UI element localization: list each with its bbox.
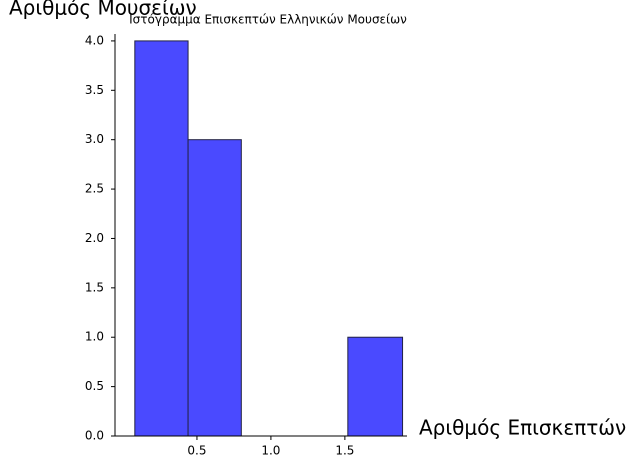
x-tick-label: 0.5 [187,444,206,458]
y-tick-label: 1.5 [85,280,104,294]
y-axis-label: Αριθμός Μουσείων [9,0,197,20]
y-tick-label: 0.0 [85,429,104,443]
bar [134,40,189,437]
bar [187,139,242,437]
y-tick-label: 3.5 [85,83,104,97]
y-tick-label: 2.5 [85,182,104,196]
y-tick-label: 4.0 [85,33,104,47]
x-axis-label: Αριθμός Επισκεπτών [419,416,626,440]
x-tick-label: 1.5 [335,444,354,458]
x-tick-label: 1.0 [261,444,280,458]
y-tick-label: 1.0 [85,330,104,344]
bar [347,336,404,437]
chart-title: Ιστόγραμμα Επισκεπτών Ελληνικών Μουσείων [129,13,407,27]
y-tick-label: 2.0 [85,231,104,245]
y-tick-label: 0.5 [85,379,104,393]
y-tick-label: 3.0 [85,132,104,146]
